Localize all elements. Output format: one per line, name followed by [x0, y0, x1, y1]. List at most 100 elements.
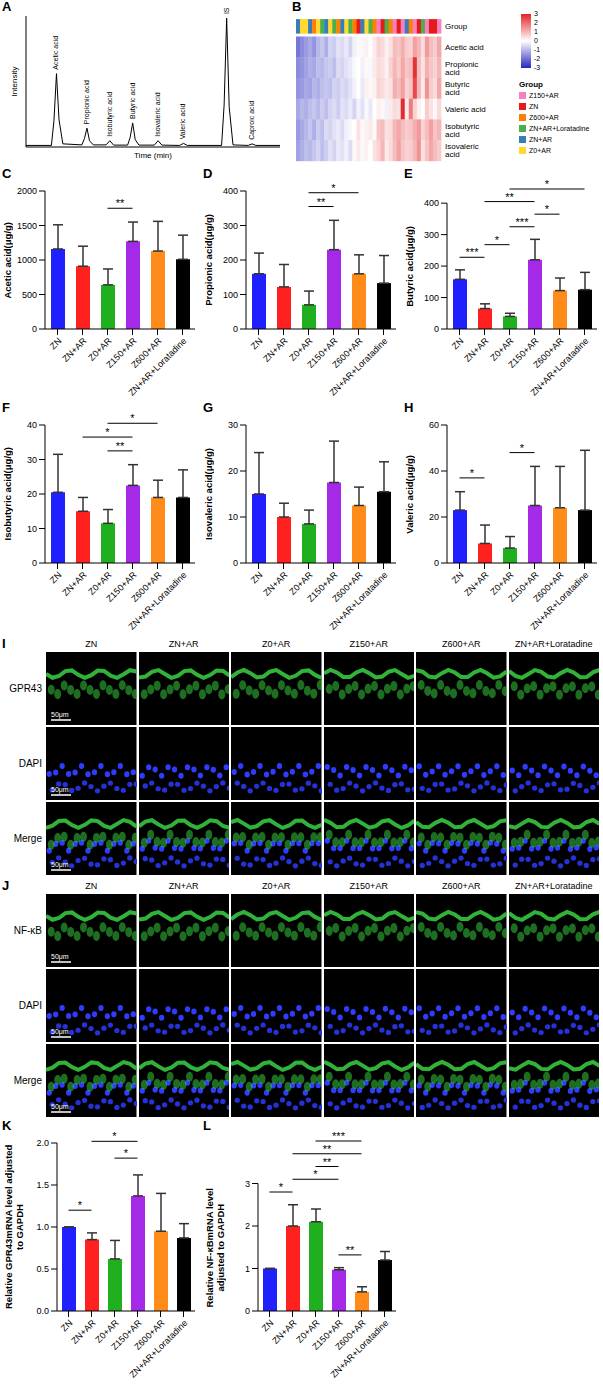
svg-text:***: *** [466, 246, 480, 258]
svg-text:40: 40 [27, 420, 37, 430]
svg-text:0: 0 [233, 558, 238, 568]
svg-text:ZN+AR+Loratadine: ZN+AR+Loratadine [328, 570, 390, 632]
svg-text:**: ** [323, 1156, 332, 1168]
svg-text:*: * [495, 234, 500, 246]
svg-text:ZN+AR+Loratadine: ZN+AR+Loratadine [328, 336, 390, 398]
svg-text:-2: -2 [534, 55, 540, 62]
svg-text:**: ** [116, 440, 125, 452]
svg-text:1: 1 [245, 1264, 250, 1274]
svg-text:1.0: 1.0 [36, 1222, 49, 1232]
svg-text:1000: 1000 [17, 255, 37, 265]
svg-text:ZN+AR+Loratadine: ZN+AR+Loratadine [329, 1318, 391, 1380]
svg-text:1: 1 [534, 28, 538, 35]
svg-text:ZN+AR+Loratadine: ZN+AR+Loratadine [529, 570, 591, 632]
svg-text:ZN: ZN [48, 570, 64, 586]
svg-text:0: 0 [434, 324, 439, 334]
svg-text:200: 200 [424, 261, 439, 271]
svg-text:60: 60 [429, 420, 439, 430]
svg-text:0: 0 [534, 37, 538, 44]
svg-text:**: ** [323, 1143, 332, 1155]
svg-text:Intensity: Intensity [10, 67, 19, 97]
svg-text:Caproic acid: Caproic acid [248, 101, 256, 140]
svg-text:50μm: 50μm [51, 711, 69, 719]
svg-text:Isobutyric acid: Isobutyric acid [106, 92, 114, 137]
svg-text:Time (min): Time (min) [134, 151, 172, 160]
svg-text:ZN+AR+Loratadine: ZN+AR+Loratadine [127, 336, 189, 398]
svg-text:**: ** [116, 197, 125, 209]
svg-text:*: * [130, 412, 135, 424]
svg-text:20: 20 [429, 512, 439, 522]
svg-text:Isovaleric acid: Isovaleric acid [154, 92, 161, 136]
svg-text:*: * [545, 203, 550, 215]
svg-text:*: * [470, 467, 475, 479]
svg-text:ZN+AR: ZN+AR [60, 336, 88, 364]
svg-text:***: *** [332, 1130, 346, 1142]
svg-text:*: * [331, 182, 336, 194]
svg-text:-3: -3 [534, 64, 540, 71]
svg-text:*: * [313, 1168, 318, 1180]
svg-text:*: * [105, 426, 110, 438]
svg-text:*: * [112, 1130, 117, 1142]
svg-text:ZN+AR: ZN+AR [261, 570, 289, 598]
svg-text:-1: -1 [534, 46, 540, 53]
svg-text:Isobutyricacid: Isobutyricacid [445, 122, 479, 139]
svg-text:ZN+AR: ZN+AR [270, 1318, 298, 1346]
svg-text:50μm: 50μm [51, 786, 69, 794]
svg-text:10: 10 [27, 524, 37, 534]
svg-text:40: 40 [429, 466, 439, 476]
svg-text:Acetic acid: Acetic acid [445, 43, 484, 52]
svg-text:ZN: ZN [249, 570, 265, 586]
svg-text:2000: 2000 [17, 186, 37, 196]
svg-text:Valeric acid: Valeric acid [179, 104, 186, 140]
svg-text:30: 30 [228, 420, 238, 430]
svg-text:400: 400 [424, 198, 439, 208]
svg-text:ZN+AR: ZN+AR [69, 1318, 97, 1346]
svg-text:*: * [78, 1199, 83, 1211]
svg-text:ZN+AR: ZN+AR [261, 336, 289, 364]
svg-text:**: ** [317, 196, 326, 208]
svg-text:Propionicacid: Propionicacid [445, 60, 478, 77]
svg-text:0: 0 [434, 558, 439, 568]
svg-text:***: *** [516, 216, 530, 228]
svg-text:200: 200 [223, 255, 238, 265]
svg-text:1500: 1500 [17, 221, 37, 231]
svg-text:0: 0 [32, 324, 37, 334]
svg-text:100: 100 [424, 293, 439, 303]
svg-text:1.5: 1.5 [36, 1180, 49, 1190]
svg-text:10: 10 [228, 512, 238, 522]
svg-text:**: ** [346, 1244, 355, 1256]
svg-text:ZN: ZN [450, 336, 466, 352]
svg-text:Propionic acid: Propionic acid [83, 80, 91, 124]
svg-text:50μm: 50μm [51, 1103, 69, 1111]
svg-text:*: * [545, 178, 550, 190]
svg-text:20: 20 [27, 489, 37, 499]
svg-text:ZN+AR+Loratadine: ZN+AR+Loratadine [128, 1318, 190, 1380]
svg-text:2.0: 2.0 [36, 1138, 49, 1148]
svg-text:*: * [279, 1181, 284, 1193]
svg-text:IS: IS [223, 7, 230, 14]
svg-text:Valeric acid: Valeric acid [445, 105, 486, 114]
svg-text:ZN: ZN [450, 570, 466, 586]
svg-text:0: 0 [32, 558, 37, 568]
svg-text:ZN+AR+Loratadine: ZN+AR+Loratadine [127, 570, 189, 632]
svg-text:ZN+AR: ZN+AR [60, 570, 88, 598]
svg-text:0: 0 [245, 1306, 250, 1316]
svg-text:2: 2 [534, 19, 538, 26]
svg-text:ZN+AR: ZN+AR [462, 336, 490, 364]
svg-text:400: 400 [223, 186, 238, 196]
svg-text:ZN+AR: ZN+AR [462, 570, 490, 598]
svg-text:*: * [124, 1147, 129, 1159]
svg-text:0.0: 0.0 [36, 1306, 49, 1316]
svg-text:300: 300 [424, 230, 439, 240]
svg-text:*: * [520, 442, 525, 454]
svg-text:Acetic acid: Acetic acid [52, 36, 59, 70]
svg-text:300: 300 [223, 221, 238, 231]
svg-text:2: 2 [245, 1221, 250, 1231]
svg-text:Butyric acid: Butyric acid [129, 83, 137, 119]
svg-text:ZN: ZN [48, 336, 64, 352]
svg-text:Butyricacid: Butyricacid [445, 80, 469, 97]
svg-text:**: ** [505, 191, 514, 203]
svg-text:Group: Group [445, 22, 468, 31]
svg-text:0: 0 [233, 324, 238, 334]
svg-text:30: 30 [27, 455, 37, 465]
